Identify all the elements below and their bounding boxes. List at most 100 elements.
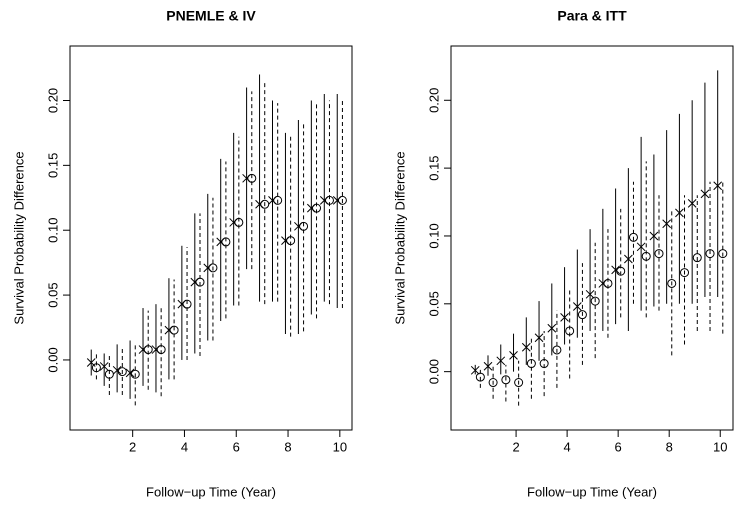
circle-point [680, 268, 690, 278]
cross-point [306, 203, 316, 213]
cross-point [547, 323, 557, 333]
cross-point [521, 342, 531, 352]
cross-point [177, 299, 187, 309]
circle-point [273, 195, 283, 205]
x-tick-label: 10 [713, 439, 727, 454]
x-tick-label: 2 [129, 439, 136, 454]
circle-point [667, 278, 677, 288]
circle-point [539, 359, 549, 369]
y-tick-label: 0.05 [45, 282, 60, 307]
cross-point [572, 302, 582, 311]
cross-point [268, 196, 277, 205]
cross-point [86, 358, 96, 367]
circle-point [169, 325, 179, 335]
cross-point [125, 368, 135, 378]
circle-point [718, 249, 728, 259]
circle-point [130, 369, 140, 379]
cross-point [332, 196, 342, 205]
x-tick-label: 2 [512, 439, 519, 454]
cross-point [319, 196, 329, 205]
cross-point [509, 351, 518, 360]
cross-point [216, 237, 226, 247]
circle-point [501, 375, 511, 385]
circle-point [312, 203, 322, 213]
x-axis-label: Follow−up Time (Year) [527, 484, 657, 499]
cross-point [229, 218, 239, 227]
cross-point [470, 365, 480, 375]
circle-point [195, 277, 205, 287]
y-tick-label: 0.00 [45, 347, 60, 372]
circle-point [628, 232, 638, 242]
cross-point [190, 277, 200, 287]
circle-point [526, 359, 536, 369]
cross-point [675, 208, 684, 218]
circle-point [91, 363, 101, 373]
circle-point [514, 378, 524, 388]
circle-point [641, 251, 651, 261]
y-tick-label: 0.15 [45, 153, 60, 178]
chart-title: Para & ITT [557, 8, 627, 24]
cross-point [598, 279, 608, 288]
circle-point [692, 253, 702, 263]
plot-box [69, 45, 353, 431]
circle-point [324, 195, 334, 205]
cross-point [138, 345, 148, 354]
x-axis-label: Follow−up Time (Year) [146, 484, 276, 499]
cross-point [700, 189, 710, 199]
cross-point [560, 313, 569, 322]
circle-point [654, 249, 664, 259]
y-axis-label: Survival Probability Difference [11, 151, 26, 324]
cross-point [713, 181, 723, 191]
cross-point [203, 263, 213, 273]
cross-point [611, 265, 620, 275]
cross-point [534, 333, 544, 343]
cross-point [112, 365, 122, 375]
cross-point [483, 361, 493, 371]
y-tick-label: 0.00 [426, 359, 441, 384]
x-tick-label: 4 [564, 439, 571, 454]
circle-point [603, 278, 613, 288]
y-tick-label: 0.05 [426, 291, 441, 316]
circle-point [221, 237, 231, 247]
circle-point [488, 378, 498, 388]
circle-point [208, 263, 218, 273]
y-tick-label: 0.15 [426, 155, 441, 180]
x-tick-label: 6 [615, 439, 622, 454]
cross-point [151, 345, 161, 354]
circle-point [234, 217, 244, 227]
y-tick-label: 0.10 [426, 223, 441, 248]
circle-point [104, 369, 114, 379]
circle-point [337, 195, 347, 205]
plot-box [450, 45, 734, 431]
cross-point [496, 356, 506, 366]
circle-point [247, 173, 257, 183]
cross-point [294, 221, 303, 231]
circle-point [616, 266, 626, 276]
circle-point [705, 249, 715, 259]
circle-point [552, 345, 562, 355]
cross-point [255, 199, 264, 209]
cross-point [662, 219, 672, 229]
x-tick-label: 10 [333, 439, 347, 454]
circle-point [590, 296, 600, 306]
x-tick-label: 8 [284, 439, 291, 454]
circle-point [260, 199, 270, 209]
cross-point [281, 236, 290, 245]
circle-point [143, 345, 153, 355]
circle-point [577, 310, 587, 320]
x-tick-label: 4 [181, 439, 188, 454]
y-tick-label: 0.20 [45, 88, 60, 113]
cross-point [687, 199, 697, 208]
x-tick-label: 8 [666, 439, 673, 454]
cross-point [242, 173, 251, 183]
circle-point [182, 299, 192, 309]
cross-point [585, 289, 595, 299]
cross-point [164, 325, 174, 335]
circle-point [286, 236, 296, 246]
cross-point [624, 254, 633, 264]
circle-point [156, 345, 166, 355]
y-axis-label: Survival Probability Difference [392, 151, 407, 324]
circle-point [475, 372, 485, 382]
circle-point [299, 221, 309, 231]
